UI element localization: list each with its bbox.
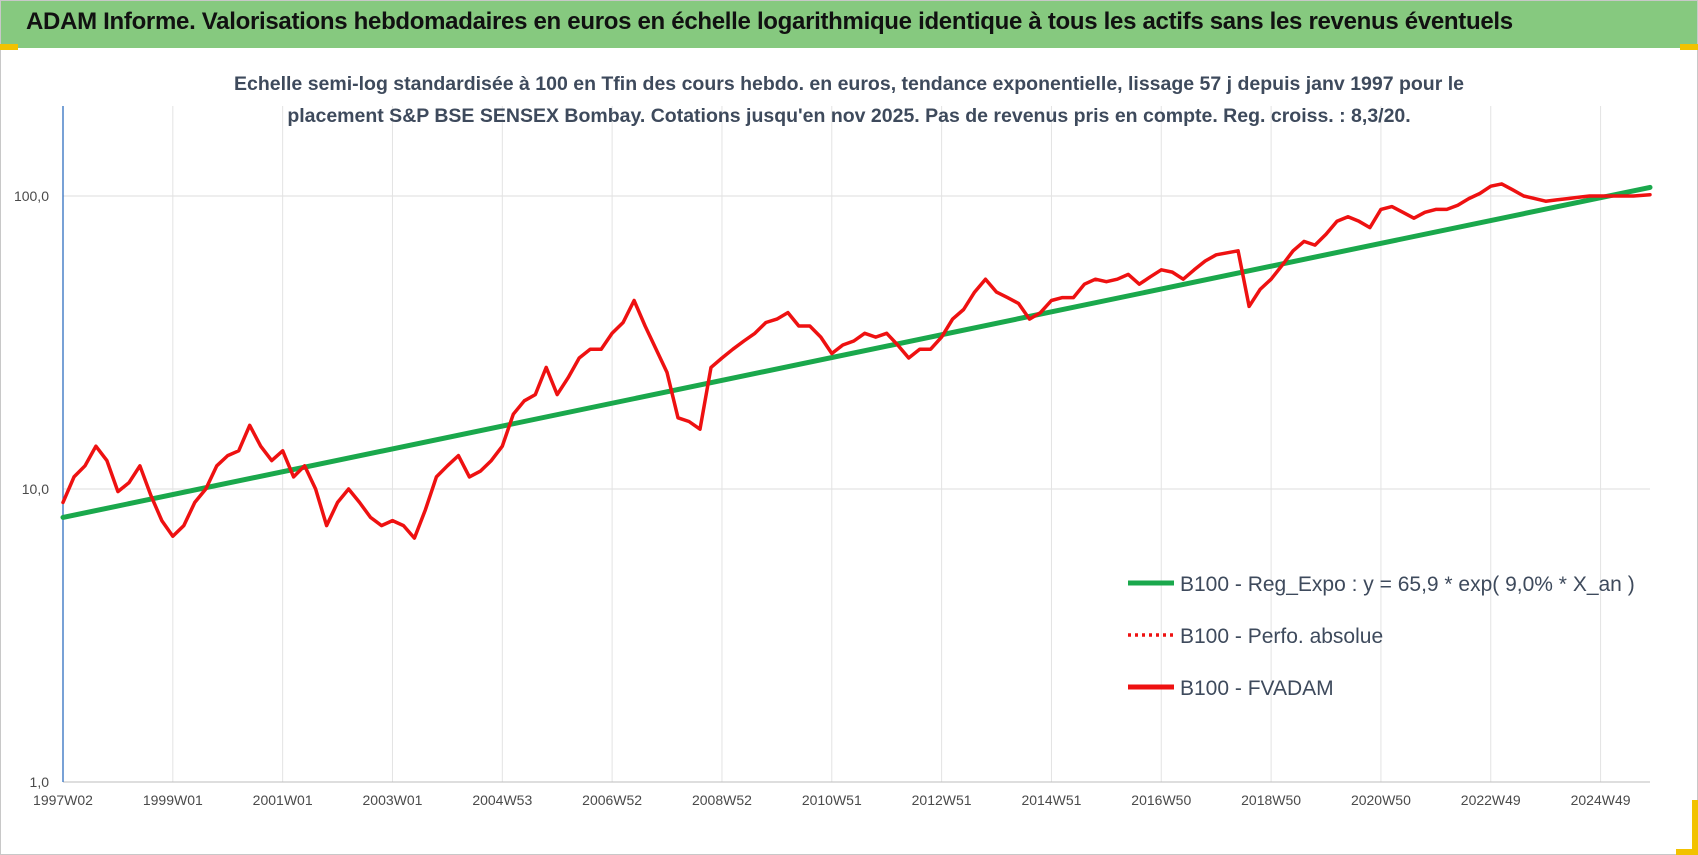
chart-area: Echelle semi-log standardisée à 100 en T… bbox=[14, 73, 1653, 808]
x-tick-label: 2016W50 bbox=[1131, 792, 1191, 808]
grid-lines bbox=[62, 106, 1650, 783]
x-tick-label: 2001W01 bbox=[253, 792, 313, 808]
corner-marker-bottom-right-h bbox=[1676, 849, 1698, 855]
chart-subtitle-line2: placement S&P BSE SENSEX Bombay. Cotatio… bbox=[287, 105, 1410, 127]
x-tick-label: 2018W50 bbox=[1241, 792, 1301, 808]
y-tick-label: 1,0 bbox=[30, 774, 50, 790]
corner-marker-top-right bbox=[1680, 44, 1698, 50]
title-banner: ADAM Informe. Valorisations hebdomadaire… bbox=[0, 0, 1698, 48]
legend-label-regression: B100 - Reg_Expo : y = 65,9 * exp( 9,0% *… bbox=[1180, 573, 1635, 596]
x-tick-label: 2020W50 bbox=[1351, 792, 1411, 808]
x-tick-label: 2022W49 bbox=[1461, 792, 1521, 808]
legend-label-fvadam: B100 - FVADAM bbox=[1180, 677, 1334, 700]
legend: B100 - Reg_Expo : y = 65,9 * exp( 9,0% *… bbox=[1128, 573, 1635, 700]
x-tick-label: 2006W52 bbox=[582, 792, 642, 808]
x-tick-label: 1999W01 bbox=[143, 792, 203, 808]
x-tick-label: 2004W53 bbox=[472, 792, 532, 808]
series-line-fvadam bbox=[61, 182, 1652, 540]
x-tick-labels: 1997W02 1999W01 2001W01 2003W01 2004W53 2006W… bbox=[33, 792, 1631, 808]
x-tick-label: 2014W51 bbox=[1021, 792, 1081, 808]
x-tick-label: 2003W01 bbox=[363, 792, 423, 808]
x-tick-label: 2008W52 bbox=[692, 792, 752, 808]
corner-marker-bottom-right bbox=[1692, 800, 1698, 855]
series-line-regression bbox=[60, 184, 1653, 520]
x-tick-label: 2010W51 bbox=[802, 792, 862, 808]
x-tick-label: 1997W02 bbox=[33, 792, 93, 808]
corner-marker-top-left bbox=[0, 44, 18, 50]
x-tick-label: 2012W51 bbox=[912, 792, 972, 808]
chart-subtitle-line1: Echelle semi-log standardisée à 100 en T… bbox=[234, 73, 1464, 95]
series-layer bbox=[60, 182, 1653, 540]
legend-label-perfo: B100 - Perfo. absolue bbox=[1180, 625, 1383, 648]
y-tick-labels: 1,0 10,0 100,0 bbox=[14, 188, 49, 790]
x-tick-label: 2024W49 bbox=[1571, 792, 1631, 808]
y-tick-label: 10,0 bbox=[22, 481, 49, 497]
y-tick-label: 100,0 bbox=[14, 188, 49, 204]
report-title: ADAM Informe. Valorisations hebdomadaire… bbox=[26, 8, 1513, 35]
